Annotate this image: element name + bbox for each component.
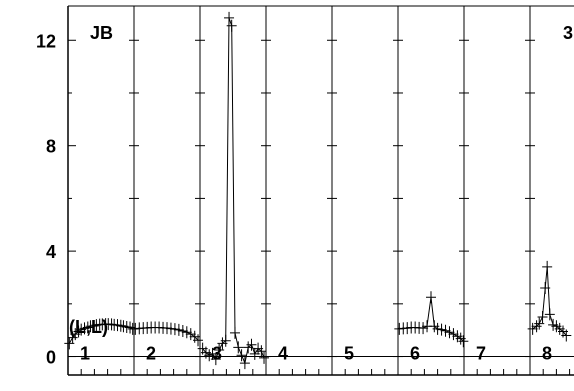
bottom-label: (L,L) (69, 317, 108, 337)
data-point (125, 321, 136, 334)
panel-label: 8 (542, 344, 552, 364)
data-point (115, 319, 126, 332)
panel-label: 3 (212, 344, 222, 364)
grid-layer (129, 6, 535, 375)
data-point (185, 328, 196, 341)
data-point (402, 322, 413, 335)
data-point (418, 322, 429, 335)
data-point (173, 323, 184, 336)
data-point (130, 322, 141, 335)
series-layer (64, 11, 572, 370)
data-point (106, 318, 117, 331)
panel-label: 5 (344, 344, 354, 364)
data-point (537, 311, 548, 324)
panel-label: 1 (80, 344, 90, 364)
data-point (432, 322, 443, 335)
data-point (440, 324, 451, 337)
data-point (73, 325, 84, 338)
data-point (169, 323, 180, 336)
data-point (436, 323, 447, 336)
data-point (181, 326, 192, 339)
data-point (540, 282, 551, 295)
y-tick-label: 4 (46, 242, 56, 262)
data-point (455, 332, 466, 345)
series-line (202, 17, 265, 365)
data-point (88, 319, 99, 332)
panel-label: 4 (278, 344, 288, 364)
data-point (162, 322, 172, 335)
data-point (256, 345, 267, 358)
data-point (220, 334, 231, 347)
chart-title: JB (90, 23, 113, 43)
data-point (229, 326, 240, 339)
data-point (444, 326, 455, 339)
data-point (448, 328, 459, 341)
data-point (531, 320, 542, 333)
y-tick-label: 12 (36, 31, 56, 51)
data-point (246, 338, 257, 351)
data-point (236, 349, 247, 362)
data-point (259, 351, 270, 364)
data-point (542, 260, 553, 273)
data-point (426, 291, 436, 304)
panel-label: 7 (476, 344, 486, 364)
panel-label: 2 (146, 344, 156, 364)
data-point (224, 11, 235, 24)
data-point (233, 341, 244, 354)
data-point (67, 331, 78, 344)
y-tick-label: 0 (46, 348, 56, 368)
corner-label: 3 (563, 23, 573, 43)
data-point (527, 322, 538, 335)
data-point (210, 353, 221, 366)
data-point (82, 321, 93, 334)
panel-label: 6 (410, 344, 420, 364)
data-point (177, 324, 188, 337)
data-point (394, 322, 405, 335)
data-point (165, 322, 176, 335)
data-point (226, 19, 237, 32)
data-point (544, 308, 555, 321)
data-point (193, 334, 204, 347)
data-point (561, 329, 572, 342)
y-tick-label: 8 (46, 137, 56, 157)
data-point (534, 317, 545, 330)
data-point (458, 335, 469, 348)
label-layer: JB 3 (L,L) 1 2 3 4 5 6 7 8 (69, 23, 573, 364)
data-point (214, 343, 225, 356)
data-point (239, 357, 250, 370)
